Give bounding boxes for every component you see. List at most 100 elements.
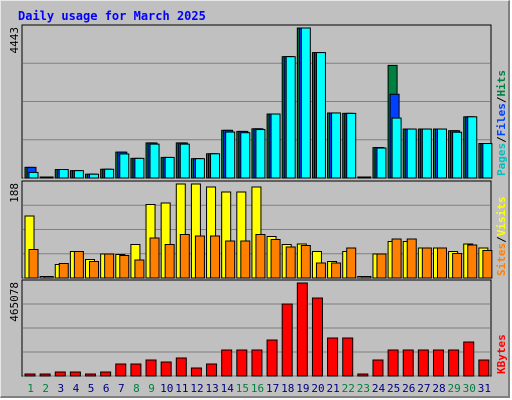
bar-pages-day-20 (315, 52, 326, 179)
x-tick-label-3: 3 (58, 382, 65, 395)
x-tick-label-6: 6 (103, 382, 110, 395)
bar-sites-day-9 (149, 237, 160, 279)
x-tick-label-24: 24 (372, 382, 386, 395)
bar-pages-day-16 (255, 129, 266, 179)
bar-pages-day-12 (194, 158, 205, 179)
bar-pages-day-7 (119, 153, 130, 179)
bar-sites-day-11 (179, 234, 190, 279)
bar-sites-day-28 (436, 247, 447, 279)
legend-separator: / (495, 96, 508, 103)
bar-kbytes-day-27 (417, 349, 429, 377)
bar-kbytes-day-18 (281, 303, 293, 377)
bar-sites-day-23 (361, 276, 372, 279)
x-tick-label-19: 19 (296, 382, 309, 395)
bar-pages-day-2 (43, 176, 54, 179)
bar-pages-day-15 (240, 132, 251, 179)
bar-pages-day-6 (104, 168, 115, 179)
legend-pages: Pages (495, 143, 508, 176)
x-tick-label-21: 21 (327, 382, 340, 395)
bar-pages-day-31 (482, 143, 493, 179)
bar-kbytes-day-6 (100, 371, 112, 377)
x-tick-label-10: 10 (160, 382, 173, 395)
bar-pages-day-13 (210, 153, 221, 179)
bar-pages-day-10 (164, 156, 175, 179)
x-tick-label-27: 27 (417, 382, 430, 395)
panel-bottom-ymax-label: 465078 (8, 282, 21, 322)
x-tick-label-30: 30 (463, 382, 476, 395)
bar-pages-day-11 (179, 143, 190, 179)
bar-kbytes-day-2 (39, 373, 51, 377)
x-tick-label-7: 7 (118, 382, 125, 395)
bar-pages-day-29 (452, 131, 463, 179)
bar-pages-day-23 (361, 176, 372, 179)
x-tick-label-5: 5 (88, 382, 95, 395)
bar-kbytes-day-21 (327, 337, 339, 377)
x-tick-label-4: 4 (73, 382, 80, 395)
bar-sites-day-20 (315, 262, 326, 279)
x-tick-label-13: 13 (205, 382, 218, 395)
bar-kbytes-day-22 (342, 337, 354, 377)
bar-kbytes-day-5 (85, 373, 97, 377)
bar-pages-day-30 (467, 116, 478, 179)
bar-pages-day-14 (225, 131, 236, 179)
bar-sites-day-19 (300, 245, 311, 279)
x-tick-label-18: 18 (281, 382, 294, 395)
bar-pages-day-22 (346, 112, 357, 179)
bar-kbytes-day-4 (69, 371, 81, 377)
bar-kbytes-day-23 (357, 373, 369, 377)
x-tick-label-17: 17 (266, 382, 279, 395)
bar-sites-day-16 (255, 234, 266, 279)
bar-kbytes-day-15 (236, 349, 248, 377)
bar-pages-day-26 (406, 128, 417, 179)
panel-top-legend: Pages/Files/Hits (495, 70, 508, 176)
bar-sites-day-13 (210, 235, 221, 279)
x-tick-label-1: 1 (27, 382, 34, 395)
bar-sites-day-8 (134, 259, 145, 279)
bar-kbytes-day-16 (251, 349, 263, 377)
bar-pages-day-18 (285, 56, 296, 179)
bar-pages-day-24 (376, 147, 387, 179)
legend-visits: Visits (495, 197, 508, 237)
bar-pages-day-4 (73, 170, 84, 179)
bar-sites-day-15 (240, 240, 251, 279)
bar-sites-day-5 (89, 261, 100, 279)
bar-sites-day-7 (119, 255, 130, 279)
bar-kbytes-day-7 (115, 363, 127, 377)
bar-sites-day-29 (452, 253, 463, 279)
legend-separator: / (495, 136, 508, 143)
x-tick-label-25: 25 (387, 382, 400, 395)
bar-sites-day-14 (225, 240, 236, 279)
bar-pages-day-3 (58, 169, 69, 179)
x-tick-label-22: 22 (342, 382, 355, 395)
bar-pages-day-19 (300, 27, 311, 179)
x-tick-label-12: 12 (190, 382, 203, 395)
bar-sites-day-31 (482, 250, 493, 279)
bar-kbytes-day-14 (221, 349, 233, 377)
x-tick-label-14: 14 (221, 382, 235, 395)
bar-kbytes-day-26 (402, 349, 414, 377)
panel-top-ymax-label: 4443 (8, 27, 21, 54)
bar-kbytes-day-25 (387, 349, 399, 377)
legend-hits: Hits (495, 70, 508, 97)
bar-sites-day-17 (270, 239, 281, 279)
bar-pages-day-5 (89, 173, 100, 179)
bar-kbytes-day-11 (175, 357, 187, 377)
bar-kbytes-day-17 (266, 339, 278, 377)
panel-middle-legend: Sites/Visits (495, 197, 508, 277)
bar-pages-day-21 (331, 112, 342, 179)
bar-kbytes-day-13 (206, 363, 218, 377)
bar-sites-day-18 (285, 246, 296, 279)
x-tick-label-31: 31 (478, 382, 491, 395)
bar-kbytes-day-8 (130, 363, 142, 377)
x-tick-label-2: 2 (42, 382, 49, 395)
bar-sites-day-24 (376, 253, 387, 279)
bar-sites-day-27 (421, 247, 432, 279)
bar-sites-day-12 (194, 235, 205, 279)
bar-kbytes-day-3 (54, 371, 66, 377)
bar-pages-day-1 (28, 171, 39, 179)
x-tick-label-8: 8 (133, 382, 140, 395)
x-tick-label-11: 11 (175, 382, 188, 395)
bar-pages-day-17 (270, 113, 281, 179)
bar-sites-day-30 (467, 244, 478, 279)
legend-kbytes: KBytes (495, 334, 508, 374)
